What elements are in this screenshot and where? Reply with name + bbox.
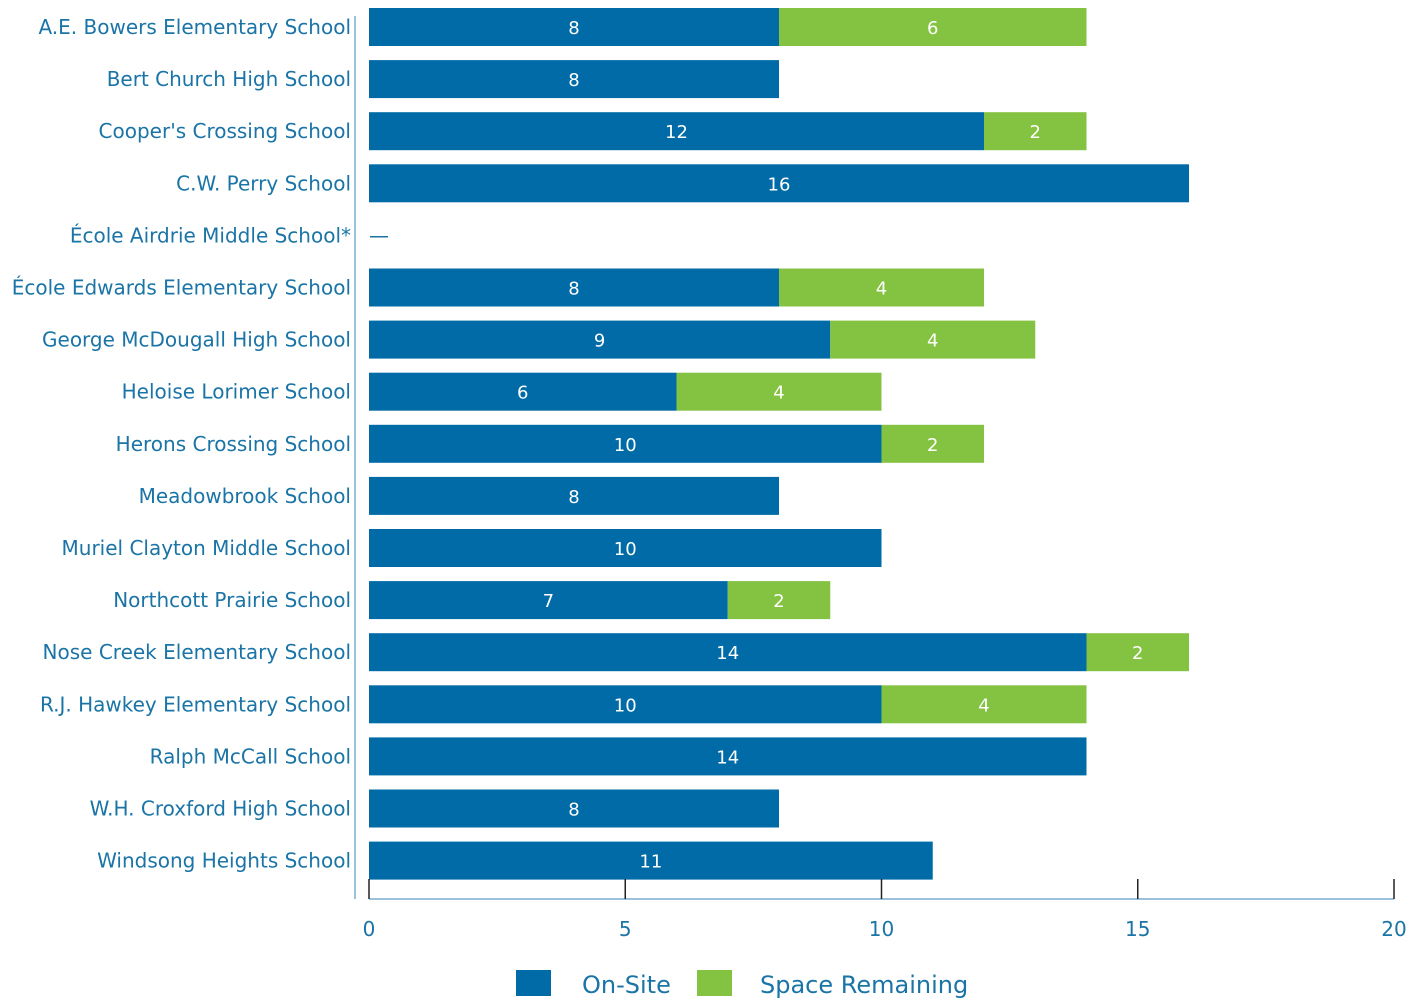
x-tick-label: 15 (1125, 917, 1150, 941)
bar-on-site (369, 60, 779, 99)
bar-on-site (369, 581, 728, 620)
bars-group: 8 6 8 12 2 16 — 8 4 9 4 6 4 10 2 8 10 7 2 14 2 10 4 14 8 11 (369, 8, 1189, 880)
category-label: R.J. Hawkey Elementary School (40, 692, 351, 716)
bar-value-label: 2 (773, 591, 784, 612)
category-label: Bert Church High School (107, 67, 351, 91)
category-label: Ralph McCall School (150, 744, 351, 768)
bar-on-site (369, 320, 831, 359)
missing-value-marker: — (369, 223, 389, 247)
x-axis-ticks: 0 5 10 15 20 (363, 879, 1407, 941)
bar-value-label: 14 (716, 747, 739, 768)
bar-value-label: 10 (614, 695, 637, 716)
bar-value-label: 12 (665, 122, 688, 143)
legend-label-space-remaining: Space Remaining (760, 971, 968, 999)
bar-value-label: 11 (639, 852, 662, 873)
bar-on-site (369, 476, 779, 515)
bar-value-label: 4 (773, 383, 784, 404)
legend-label-on-site: On-Site (582, 971, 671, 999)
bar-value-label: 9 (594, 331, 605, 352)
bar-value-label: 10 (614, 435, 637, 456)
bar-value-label: 4 (876, 279, 887, 300)
bar-value-label: 16 (768, 174, 791, 195)
bar-value-label: 8 (568, 487, 579, 508)
bar-value-label: 8 (568, 70, 579, 91)
bar-space-remaining (676, 372, 882, 411)
bar-on-site (369, 112, 984, 151)
category-label: Meadowbrook School (139, 484, 351, 508)
category-label: École Edwards Elementary School (12, 276, 351, 300)
bar-value-label: 10 (614, 539, 637, 560)
bar-value-label: 2 (1030, 122, 1041, 143)
bar-value-label: 2 (1132, 643, 1143, 664)
category-label: École Airdrie Middle School* (70, 223, 351, 247)
category-labels: A.E. Bowers Elementary School Bert Church… (12, 15, 351, 873)
category-label: A.E. Bowers Elementary School (38, 15, 351, 39)
bar-value-label: 8 (568, 18, 579, 39)
category-label: Windsong Heights School (97, 849, 351, 873)
bar-value-label: 14 (716, 643, 739, 664)
legend-swatch-space-remaining (697, 970, 732, 996)
bar-value-label: 2 (927, 435, 938, 456)
bar-value-label: 7 (543, 591, 554, 612)
bar-space-remaining (830, 320, 1036, 359)
bar-on-site (369, 737, 1087, 776)
category-label: Herons Crossing School (116, 432, 351, 456)
legend: On-Site Space Remaining (516, 970, 968, 999)
bar-on-site (369, 685, 882, 724)
bar-on-site (369, 268, 779, 307)
legend-swatch-on-site (516, 970, 551, 996)
bar-value-label: 8 (568, 800, 579, 821)
bar-space-remaining (1086, 633, 1189, 672)
x-tick-label: 10 (869, 917, 894, 941)
x-tick-label: 0 (363, 917, 376, 941)
x-tick-label: 5 (619, 917, 632, 941)
bar-value-label: 4 (927, 331, 938, 352)
category-label: Northcott Prairie School (113, 588, 351, 612)
bar-on-site (369, 789, 779, 828)
bar-on-site (369, 372, 677, 411)
category-label: Nose Creek Elementary School (43, 640, 351, 664)
category-label: Cooper's Crossing School (99, 119, 351, 143)
bar-on-site (369, 8, 779, 46)
bar-on-site (369, 529, 882, 567)
category-label: W.H. Croxford High School (90, 797, 351, 821)
bar-space-remaining (881, 685, 1087, 724)
category-label: Heloise Lorimer School (122, 380, 351, 404)
bar-value-label: 6 (517, 383, 528, 404)
bar-on-site (369, 164, 1189, 203)
bar-value-label: 8 (568, 279, 579, 300)
bar-on-site (369, 841, 933, 880)
bar-space-remaining (779, 268, 984, 307)
category-label: George McDougall High School (42, 328, 351, 352)
bar-space-remaining (779, 8, 1087, 46)
bar-on-site (369, 424, 882, 463)
bar-value-label: 4 (978, 695, 989, 716)
x-tick-label: 20 (1381, 917, 1406, 941)
bar-value-label: 6 (927, 18, 938, 39)
bar-on-site (369, 633, 1087, 672)
bar-space-remaining (984, 112, 1087, 151)
bar-space-remaining (881, 424, 984, 463)
bar-space-remaining (727, 581, 831, 620)
category-label: C.W. Perry School (176, 171, 351, 195)
category-label: Muriel Clayton Middle School (62, 536, 351, 560)
